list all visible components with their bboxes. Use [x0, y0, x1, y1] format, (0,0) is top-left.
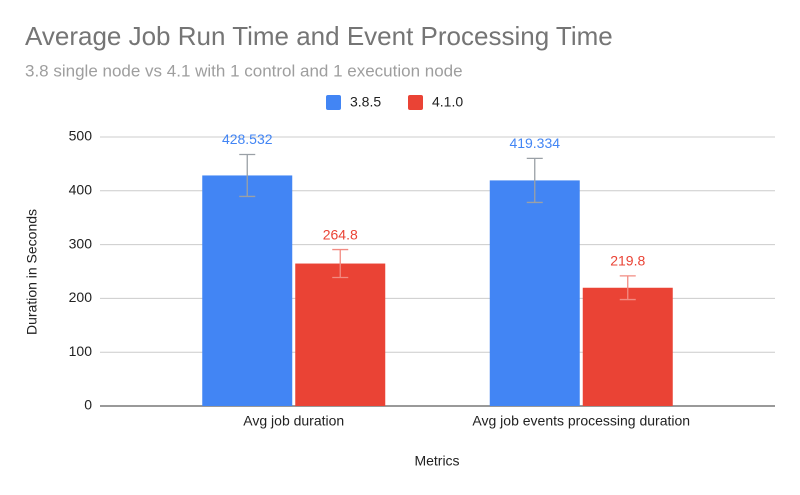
value-label: 264.8 — [323, 226, 358, 242]
y-tick-label: 0 — [84, 397, 92, 413]
x-tick-label: Avg job events processing duration — [472, 413, 690, 429]
error-bar — [239, 153, 256, 198]
y-tick-label: 400 — [69, 182, 93, 198]
x-tick-label: Avg job duration — [243, 413, 344, 429]
value-label: 419.334 — [509, 135, 560, 151]
bar — [202, 175, 293, 406]
bar — [295, 263, 386, 406]
error-bar — [332, 248, 349, 279]
error-bar — [619, 275, 636, 301]
legend-label: 3.8.5 — [350, 94, 381, 110]
value-label: 219.8 — [610, 253, 645, 269]
legend-swatch — [408, 95, 423, 110]
y-tick-label: 200 — [69, 289, 93, 305]
y-tick-label: 300 — [69, 235, 93, 251]
value-label: 428.532 — [222, 131, 273, 147]
y-tick-label: 500 — [69, 128, 93, 144]
error-bar — [526, 157, 543, 204]
x-axis-label: Metrics — [414, 453, 459, 469]
bar — [489, 180, 580, 406]
bar — [582, 287, 673, 406]
chart-subtitle: 3.8 single node vs 4.1 with 1 control an… — [25, 61, 463, 80]
y-axis-label: Duration in Seconds — [24, 209, 40, 335]
legend-label: 4.1.0 — [432, 94, 463, 110]
y-tick-label: 100 — [69, 343, 93, 359]
chart-title: Average Job Run Time and Event Processin… — [25, 21, 613, 51]
legend-swatch — [326, 95, 341, 110]
